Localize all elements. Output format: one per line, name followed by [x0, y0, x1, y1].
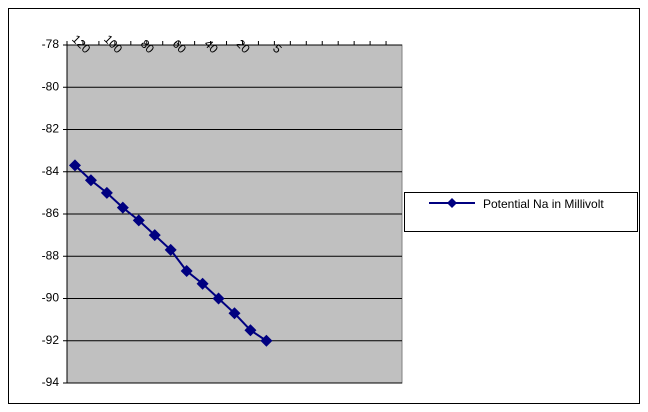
legend-key — [429, 198, 475, 208]
y-tick-label: -92 — [42, 333, 60, 347]
data-point — [244, 324, 257, 337]
y-tick-label: -82 — [42, 122, 60, 136]
y-tick-label: -86 — [42, 206, 60, 220]
data-point — [68, 159, 81, 172]
data-point — [212, 292, 225, 305]
data-point — [84, 174, 97, 187]
y-tick-label: -88 — [42, 248, 60, 262]
data-point — [228, 307, 241, 320]
y-tick-label: -84 — [42, 164, 60, 178]
y-tick-label: -94 — [42, 375, 60, 389]
data-point — [260, 334, 273, 347]
y-tick-label: -90 — [42, 291, 60, 305]
legend: Potential Na in Millivolt — [404, 192, 638, 232]
data-point — [164, 243, 177, 256]
data-point — [196, 277, 209, 290]
data-point — [132, 214, 145, 227]
data-point — [180, 265, 193, 278]
legend-label: Potential Na in Millivolt — [483, 197, 604, 211]
legend-marker — [447, 198, 457, 208]
data-point — [100, 186, 113, 199]
data-point — [148, 229, 161, 242]
data-point — [116, 201, 129, 214]
y-tick-label: -78 — [42, 37, 60, 51]
y-tick-label: -80 — [42, 79, 60, 93]
